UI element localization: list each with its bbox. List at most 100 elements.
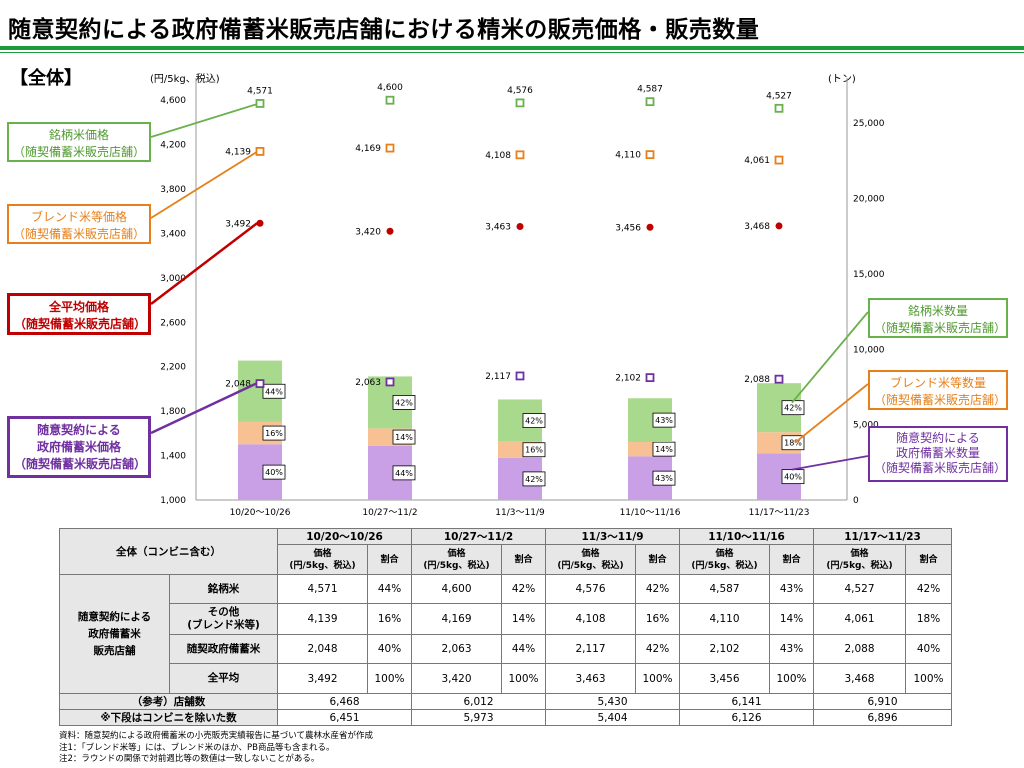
- left-tick-label: 1,400: [160, 452, 186, 462]
- stores-excl-count: 5,404: [544, 709, 681, 726]
- price-cell: 2,048: [277, 634, 368, 664]
- row-label: 随契政府備蓄米: [169, 634, 278, 664]
- stores-count: 6,468: [277, 693, 412, 710]
- share-cell: 100%: [905, 663, 953, 694]
- price-value-label: 3,420: [355, 227, 381, 237]
- price-value-label: 4,600: [377, 83, 403, 93]
- stores-excl-count: 6,896: [813, 709, 953, 726]
- price-head: 価格 (円/5kg、税込): [813, 544, 907, 575]
- price-value-label: 4,169: [355, 144, 381, 154]
- stores-excl-count: 6,451: [277, 709, 412, 726]
- connector-blend-price: [150, 151, 257, 219]
- bar-label-box: [262, 383, 286, 399]
- price-value-label: 2,102: [615, 374, 641, 384]
- marker-brand: [385, 95, 395, 105]
- callout-gov-price: 随意契約による 政府備蓄米価格 （随契備蓄米販売店舗）: [7, 416, 151, 478]
- price-cell: 4,061: [813, 603, 907, 635]
- price-cell: 4,587: [679, 574, 771, 604]
- stores-excl-count: 6,126: [679, 709, 815, 726]
- callout-gov-price-line3: （随契備蓄米販売店舗）: [14, 457, 147, 471]
- share-cell: 42%: [905, 574, 953, 604]
- bar-pct-label: 44%: [395, 469, 413, 478]
- marker-gov: [774, 374, 784, 384]
- share-cell: 43%: [769, 634, 815, 664]
- share-head: 割合: [905, 544, 953, 575]
- summary-table: 全体（コンビニ含む） 10/20～10/26 10/27～11/2 11/3～1…: [59, 528, 953, 726]
- marker-gov: [645, 373, 655, 383]
- price-value-label: 4,110: [615, 151, 641, 161]
- callout-blend-price: ブレンド米等価格 （随契備蓄米販売店舗）: [7, 204, 151, 244]
- share-cell: 18%: [905, 603, 953, 635]
- connector-avg-price: [150, 222, 258, 305]
- price-value-label: 4,108: [485, 151, 511, 161]
- row-label: 全平均: [169, 663, 278, 694]
- price-cell: 4,108: [545, 603, 636, 635]
- callout-blend-qty-line1: ブレンド米等数量: [889, 376, 986, 390]
- left-tick-label: 2,200: [160, 363, 186, 373]
- price-value-label: 3,463: [485, 222, 511, 232]
- price-cell: 4,576: [545, 574, 636, 604]
- marker-brand: [515, 98, 525, 108]
- price-cell: 4,527: [813, 574, 907, 604]
- bar-label-box: [522, 442, 546, 458]
- bar-pct-label: 40%: [784, 473, 802, 482]
- connector-brand-price: [150, 103, 257, 138]
- connector-blend-qty: [794, 383, 869, 444]
- right-tick-label: 0: [853, 496, 859, 506]
- callout-brand-price-line1: 銘柄米価格: [48, 128, 109, 142]
- bar-label-box: [652, 412, 676, 428]
- title-rule-thin: [0, 52, 1024, 53]
- share-cell: 14%: [501, 603, 546, 635]
- bar-label-box: [652, 441, 676, 457]
- connector-gov-qty: [791, 455, 869, 471]
- right-tick-label: 10,000: [853, 345, 885, 355]
- marker-avg: [256, 219, 264, 227]
- page-title: 随意契約による政府備蓄米販売店舗における精米の販売価格・販売数量: [8, 17, 760, 43]
- price-cell: 4,600: [411, 574, 502, 604]
- price-head: 価格 (円/5kg、税込): [679, 544, 771, 575]
- marker-brand: [255, 99, 265, 108]
- title-rule-thick: [0, 46, 1024, 50]
- price-cell: 2,063: [411, 634, 502, 664]
- row-label: その他 (ブレンド米等): [169, 603, 278, 635]
- marker-blend: [255, 147, 265, 156]
- price-value-label: 4,576: [507, 86, 533, 96]
- left-tick-label: 4,600: [160, 96, 186, 106]
- bar-pct-label: 14%: [395, 433, 413, 442]
- price-head: 価格 (円/5kg、税込): [545, 544, 636, 575]
- marker-avg: [386, 227, 394, 235]
- share-cell: 43%: [769, 574, 815, 604]
- table-week-5: 11/17～11/23: [813, 528, 953, 545]
- bar-label-box: [262, 464, 286, 480]
- price-cell: 2,088: [813, 634, 907, 664]
- right-tick-label: 15,000: [853, 270, 885, 280]
- callout-blend-qty-line2: （随契備蓄米販売店舗）: [874, 393, 1007, 407]
- right-tick-label: 25,000: [853, 119, 885, 129]
- bar-pct-label: 43%: [655, 474, 673, 483]
- callout-brand-qty: 銘柄米数量 （随契備蓄米販売店舗）: [868, 298, 1008, 338]
- price-value-label: 2,063: [355, 378, 381, 388]
- price-value-label: 2,088: [744, 375, 770, 385]
- stores-count: 6,910: [813, 693, 953, 710]
- bar-label-box: [392, 395, 416, 410]
- marker-blend: [515, 150, 525, 160]
- right-axis-unit: (トン): [828, 74, 856, 85]
- note-source: 資料：随意契約による政府備蓄米の小売販売実績報告に基づいて農林水産省が作成: [59, 731, 373, 741]
- marker-blend: [645, 150, 655, 160]
- left-tick-label: 3,000: [160, 274, 186, 284]
- bar-label-box: [652, 470, 676, 486]
- price-value-label: 4,061: [744, 156, 770, 166]
- callout-blend-price-line2: （随契備蓄米販売店舗）: [13, 227, 146, 241]
- note-1: 注1：「ブレンド米等」には、ブレンド米のほか、PB商品等も含まれる。: [59, 742, 335, 753]
- marker-avg: [775, 222, 783, 230]
- price-cell: 4,169: [411, 603, 502, 635]
- stores-excl-count: 5,973: [411, 709, 546, 726]
- share-cell: 44%: [501, 634, 546, 664]
- price-cell: 3,492: [277, 663, 368, 694]
- x-tick-label: 11/10～11/16: [620, 508, 681, 518]
- table-row: その他 (ブレンド米等) 4,139 16% 4,169 14% 4,108 16% 4,11…: [60, 603, 953, 635]
- price-cell: 3,468: [813, 663, 907, 694]
- connector-gov-price: [150, 382, 257, 435]
- callout-gov-price-line2: 政府備蓄米価格: [36, 440, 121, 454]
- bar-label-box: [522, 413, 546, 428]
